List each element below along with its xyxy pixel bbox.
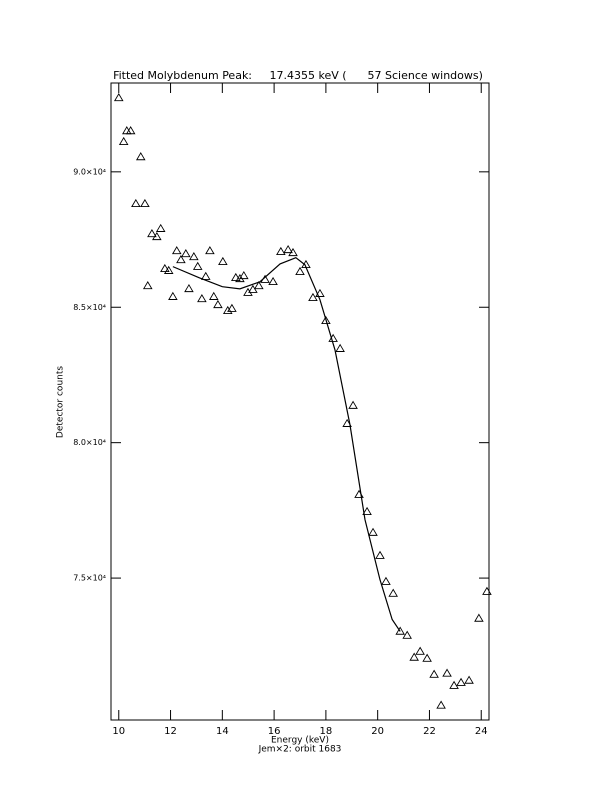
data-point	[321, 315, 331, 325]
data-point	[422, 653, 432, 662]
y-tick-label: 8.0×10⁴	[73, 438, 106, 447]
data-point	[464, 675, 474, 684]
data-point	[395, 626, 405, 635]
data-point	[152, 231, 162, 241]
data-point	[168, 291, 178, 300]
data-point	[348, 400, 358, 409]
data-point	[409, 652, 419, 661]
x-tick-label: 20	[371, 726, 384, 737]
x-tick-label: 22	[423, 726, 436, 737]
data-point	[160, 263, 170, 273]
data-point	[227, 303, 237, 312]
data-point	[171, 246, 182, 255]
data-point	[375, 550, 385, 559]
data-point	[135, 152, 146, 161]
data-point	[163, 265, 174, 274]
data-point	[276, 246, 286, 255]
chart-title: Fitted Molybdenum Peak: 17.4355 keV ( 57…	[113, 69, 483, 82]
data-point	[184, 283, 194, 293]
data-point	[147, 228, 157, 238]
x-tick-label: 24	[475, 726, 488, 737]
data-point	[474, 613, 484, 622]
data-point	[192, 261, 203, 270]
data-point	[231, 272, 241, 281]
data-point	[239, 270, 249, 280]
data-point	[189, 251, 199, 261]
data-point	[155, 223, 166, 232]
data-point	[308, 292, 318, 302]
data-point	[368, 527, 378, 536]
data-point	[142, 280, 153, 290]
data-point	[482, 586, 492, 595]
data-point	[140, 198, 150, 208]
data-point	[362, 506, 372, 515]
fit-line	[172, 257, 401, 632]
data-point	[131, 198, 141, 208]
x-tick-label: 10	[112, 726, 125, 737]
data-point	[436, 700, 446, 709]
y-tick-label: 7.5×10⁴	[73, 574, 106, 583]
data-point	[288, 247, 298, 257]
data-point	[176, 254, 186, 264]
data-point	[388, 588, 398, 597]
data-point	[315, 288, 325, 297]
x-tick-label: 18	[320, 726, 333, 737]
data-point	[118, 136, 129, 146]
data-point	[283, 244, 293, 254]
data-point	[208, 291, 219, 300]
data-point	[442, 668, 452, 677]
data-point	[402, 630, 412, 639]
data-point	[254, 280, 264, 290]
x-tick-label: 16	[268, 726, 281, 737]
subtitle: Jem×2: orbit 1683	[258, 745, 342, 755]
y-tick-label: 8.5×10⁴	[73, 303, 106, 312]
x-tick-label: 12	[164, 726, 177, 737]
data-point	[213, 299, 223, 309]
x-tick-label: 14	[216, 726, 229, 737]
data-point	[218, 256, 228, 265]
data-point	[181, 249, 191, 258]
data-point	[429, 669, 439, 678]
x-axis-label: Energy (keV)	[271, 736, 329, 746]
data-point	[197, 293, 207, 303]
data-point	[335, 343, 345, 352]
plot-frame	[110, 82, 490, 721]
y-tick-label: 9.0×10⁴	[73, 167, 106, 176]
y-axis-label: Detector counts	[56, 366, 66, 438]
data-point	[113, 93, 124, 102]
data-point	[449, 680, 459, 689]
data-point	[381, 576, 391, 585]
data-point	[456, 677, 466, 686]
data-point	[205, 246, 215, 255]
data-point	[415, 646, 425, 655]
data-point	[268, 276, 278, 286]
data-point	[222, 305, 233, 315]
data-point	[125, 126, 136, 135]
data-point	[295, 266, 305, 276]
data-point	[200, 271, 211, 280]
